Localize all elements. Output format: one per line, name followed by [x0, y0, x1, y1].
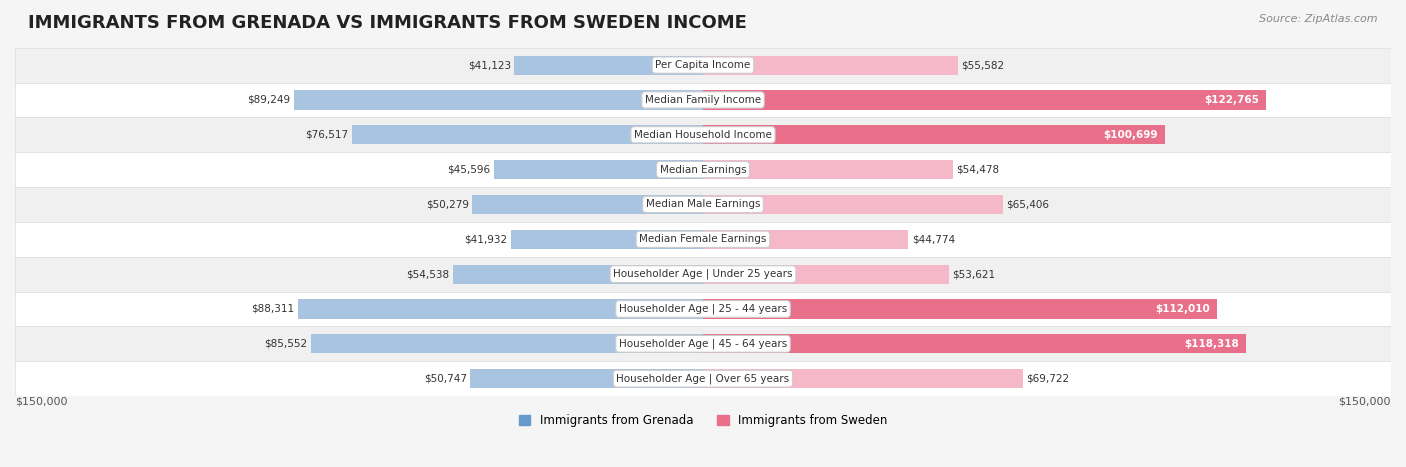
Bar — [510, 230, 703, 249]
Text: Source: ZipAtlas.com: Source: ZipAtlas.com — [1260, 14, 1378, 24]
FancyBboxPatch shape — [15, 291, 1391, 326]
Bar — [453, 265, 703, 284]
Text: Median Household Income: Median Household Income — [634, 130, 772, 140]
Text: $54,478: $54,478 — [956, 165, 1000, 175]
Legend: Immigrants from Grenada, Immigrants from Sweden: Immigrants from Grenada, Immigrants from… — [513, 410, 893, 432]
Bar — [298, 299, 703, 318]
FancyBboxPatch shape — [15, 361, 1391, 396]
Text: Householder Age | Under 25 years: Householder Age | Under 25 years — [613, 269, 793, 279]
Bar — [703, 230, 908, 249]
FancyBboxPatch shape — [15, 222, 1391, 257]
Text: $112,010: $112,010 — [1156, 304, 1211, 314]
FancyBboxPatch shape — [15, 326, 1391, 361]
Text: $100,699: $100,699 — [1104, 130, 1159, 140]
Text: $54,538: $54,538 — [406, 269, 450, 279]
Text: Householder Age | Over 65 years: Householder Age | Over 65 years — [616, 374, 790, 384]
Text: $88,311: $88,311 — [252, 304, 294, 314]
Bar — [703, 91, 1265, 110]
Text: Median Earnings: Median Earnings — [659, 165, 747, 175]
Bar — [352, 125, 703, 144]
Text: $76,517: $76,517 — [305, 130, 349, 140]
Text: $50,747: $50,747 — [423, 374, 467, 384]
Bar — [494, 160, 703, 179]
Bar — [515, 56, 703, 75]
Bar — [703, 299, 1216, 318]
Bar — [703, 160, 953, 179]
Text: $45,596: $45,596 — [447, 165, 491, 175]
Text: $122,765: $122,765 — [1205, 95, 1260, 105]
Text: Median Female Earnings: Median Female Earnings — [640, 234, 766, 244]
Text: Per Capita Income: Per Capita Income — [655, 60, 751, 70]
Text: $41,932: $41,932 — [464, 234, 508, 244]
Text: $55,582: $55,582 — [962, 60, 1004, 70]
Text: $50,279: $50,279 — [426, 199, 470, 210]
Text: IMMIGRANTS FROM GRENADA VS IMMIGRANTS FROM SWEDEN INCOME: IMMIGRANTS FROM GRENADA VS IMMIGRANTS FR… — [28, 14, 747, 32]
FancyBboxPatch shape — [15, 257, 1391, 291]
Bar — [472, 195, 703, 214]
Text: Householder Age | 25 - 44 years: Householder Age | 25 - 44 years — [619, 304, 787, 314]
Bar — [703, 195, 1002, 214]
Text: $85,552: $85,552 — [264, 339, 307, 349]
Text: $65,406: $65,406 — [1007, 199, 1049, 210]
Text: $118,318: $118,318 — [1184, 339, 1239, 349]
Bar — [294, 91, 703, 110]
Text: $150,000: $150,000 — [15, 396, 67, 406]
Text: Median Family Income: Median Family Income — [645, 95, 761, 105]
FancyBboxPatch shape — [15, 152, 1391, 187]
FancyBboxPatch shape — [15, 48, 1391, 83]
Text: $150,000: $150,000 — [1339, 396, 1391, 406]
Bar — [703, 56, 957, 75]
Bar — [703, 265, 949, 284]
Bar — [703, 369, 1022, 388]
Bar — [703, 125, 1166, 144]
FancyBboxPatch shape — [15, 187, 1391, 222]
Bar — [470, 369, 703, 388]
FancyBboxPatch shape — [15, 117, 1391, 152]
Bar — [311, 334, 703, 354]
Text: $44,774: $44,774 — [912, 234, 955, 244]
Text: Householder Age | 45 - 64 years: Householder Age | 45 - 64 years — [619, 339, 787, 349]
Text: $53,621: $53,621 — [952, 269, 995, 279]
Bar — [703, 334, 1246, 354]
Text: $69,722: $69,722 — [1026, 374, 1070, 384]
FancyBboxPatch shape — [15, 83, 1391, 117]
Text: Median Male Earnings: Median Male Earnings — [645, 199, 761, 210]
Text: $41,123: $41,123 — [468, 60, 510, 70]
Text: $89,249: $89,249 — [247, 95, 290, 105]
